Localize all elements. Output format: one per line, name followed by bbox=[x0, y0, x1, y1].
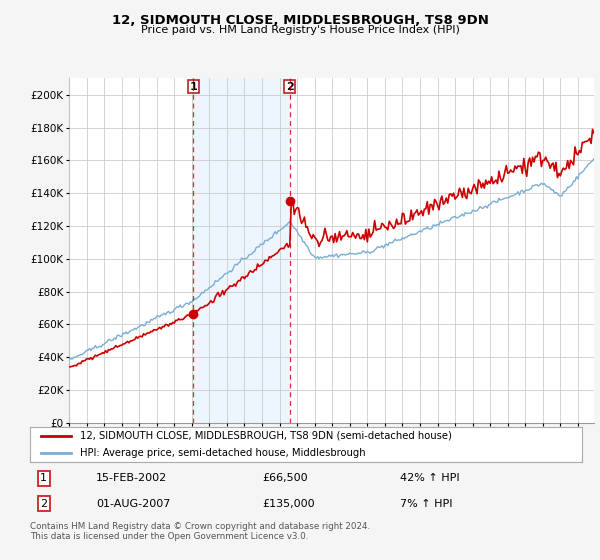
Text: £66,500: £66,500 bbox=[262, 473, 307, 483]
Text: 7% ↑ HPI: 7% ↑ HPI bbox=[400, 498, 452, 508]
Text: 12, SIDMOUTH CLOSE, MIDDLESBROUGH, TS8 9DN (semi-detached house): 12, SIDMOUTH CLOSE, MIDDLESBROUGH, TS8 9… bbox=[80, 431, 452, 441]
Text: 1: 1 bbox=[190, 82, 197, 92]
Text: HPI: Average price, semi-detached house, Middlesbrough: HPI: Average price, semi-detached house,… bbox=[80, 448, 365, 458]
Text: 2: 2 bbox=[286, 82, 293, 92]
Text: 1: 1 bbox=[40, 473, 47, 483]
Text: £135,000: £135,000 bbox=[262, 498, 314, 508]
Text: 12, SIDMOUTH CLOSE, MIDDLESBROUGH, TS8 9DN: 12, SIDMOUTH CLOSE, MIDDLESBROUGH, TS8 9… bbox=[112, 14, 488, 27]
Text: Price paid vs. HM Land Registry's House Price Index (HPI): Price paid vs. HM Land Registry's House … bbox=[140, 25, 460, 35]
Text: 01-AUG-2007: 01-AUG-2007 bbox=[96, 498, 170, 508]
Text: 42% ↑ HPI: 42% ↑ HPI bbox=[400, 473, 460, 483]
Text: 2: 2 bbox=[40, 498, 47, 508]
Text: Contains HM Land Registry data © Crown copyright and database right 2024.
This d: Contains HM Land Registry data © Crown c… bbox=[30, 522, 370, 542]
Text: 15-FEB-2002: 15-FEB-2002 bbox=[96, 473, 167, 483]
